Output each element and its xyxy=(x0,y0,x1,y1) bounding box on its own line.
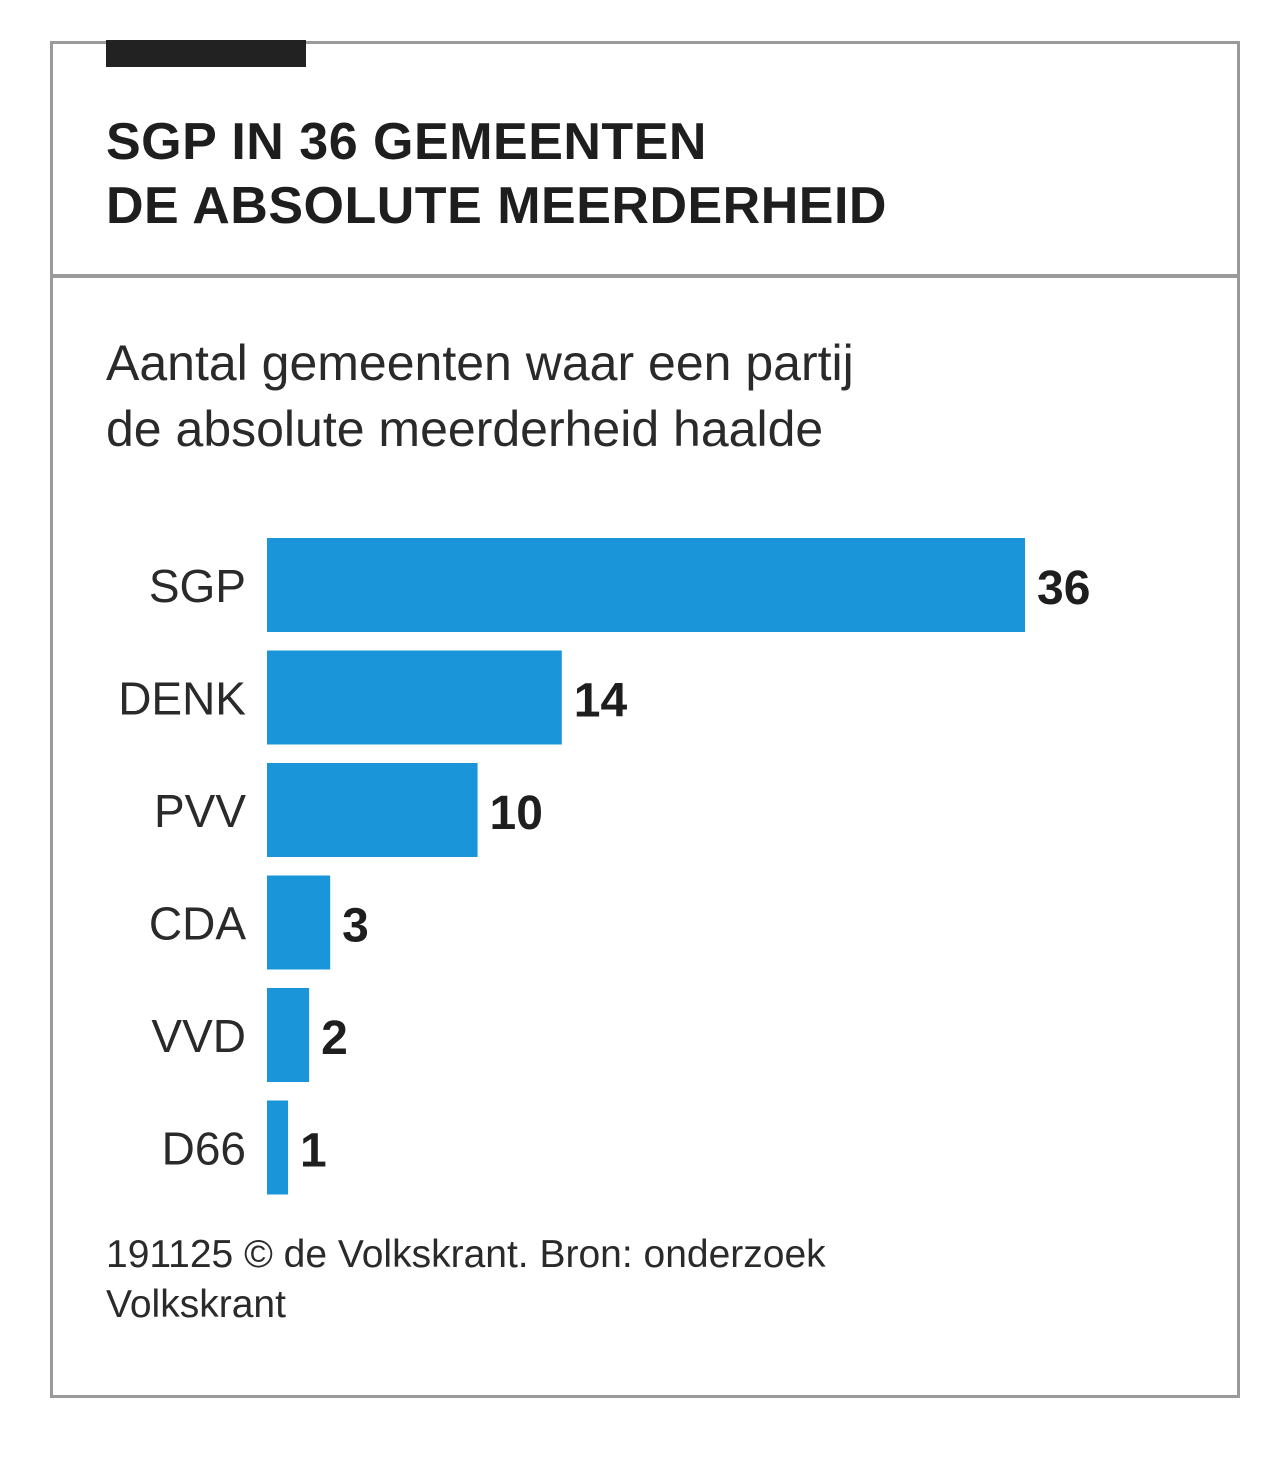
bar-d66 xyxy=(267,1100,289,1195)
bar-denk xyxy=(267,650,562,745)
chart-subtitle: Aantal gemeenten waar een partij de abso… xyxy=(106,330,854,462)
source-line-2: Volkskrant xyxy=(106,1283,286,1326)
category-label-vvd: VVD xyxy=(151,1010,246,1062)
header-accent-bar xyxy=(106,40,306,67)
bar-cda xyxy=(267,875,331,970)
source-line-1: 191125 © de Volkskrant. Bron: onderzoek xyxy=(106,1233,826,1276)
value-label-cda: 3 xyxy=(342,900,369,953)
subtitle-line-1: Aantal gemeenten waar een partij xyxy=(106,335,854,391)
subtitle-line-2: de absolute meerderheid haalde xyxy=(106,401,824,457)
title-line-1: SGP IN 36 GEMEENTEN xyxy=(106,113,707,171)
bar-pvv xyxy=(267,763,478,857)
category-label-denk: DENK xyxy=(118,673,246,725)
bar-vvd xyxy=(267,988,310,1082)
value-label-vvd: 2 xyxy=(321,1012,348,1065)
category-label-sgp: SGP xyxy=(149,560,246,612)
header-divider xyxy=(50,274,1240,278)
title-line-2: DE ABSOLUTE MEERDERHEID xyxy=(106,177,887,235)
category-label-d66: D66 xyxy=(162,1123,246,1175)
value-label-denk: 14 xyxy=(574,675,628,728)
value-label-pvv: 10 xyxy=(490,787,543,840)
value-label-d66: 1 xyxy=(300,1125,327,1178)
source-credit: 191125 © de Volkskrant. Bron: onderzoek … xyxy=(106,1230,826,1330)
category-label-cda: CDA xyxy=(149,898,246,950)
category-label-pvv: PVV xyxy=(154,785,246,837)
bar-sgp xyxy=(267,538,1025,632)
chart-title: SGP IN 36 GEMEENTEN DE ABSOLUTE MEERDERH… xyxy=(106,110,887,238)
value-label-sgp: 36 xyxy=(1037,562,1090,615)
chart-frame xyxy=(50,41,1240,1398)
